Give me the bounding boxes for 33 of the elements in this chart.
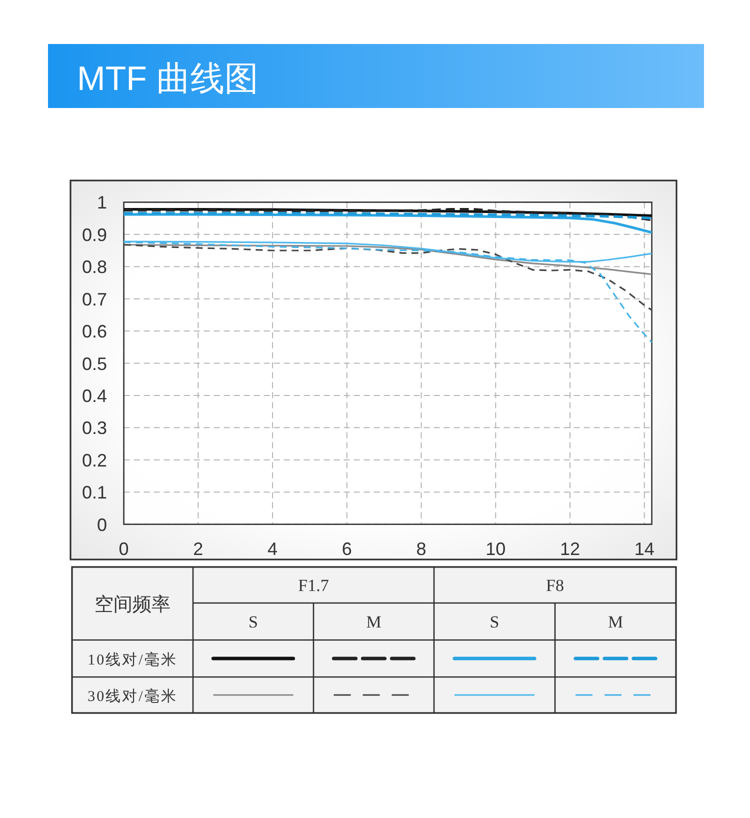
y-tick-label: 0.1 [82, 482, 107, 503]
line-series [122, 208, 654, 222]
x-tick-label: 2 [193, 539, 204, 559]
y-tick-label: 0 [96, 514, 107, 535]
line-series [123, 241, 653, 344]
x-tick-label: 4 [268, 539, 278, 559]
text: 30线对/毫米 [88, 688, 178, 705]
y-tick-label: 0.7 [82, 289, 107, 310]
y-tick-label: 0.4 [82, 386, 107, 406]
x-tick-label: 8 [416, 539, 426, 559]
text: S [490, 612, 500, 632]
x-tick-label: 6 [342, 539, 352, 559]
y-tick-label: 0.2 [82, 450, 107, 470]
text: S [248, 612, 258, 632]
x-tick-label: 0 [118, 539, 129, 559]
y-tick-label: 0.5 [82, 354, 107, 374]
text: 10线对/毫米 [88, 652, 178, 668]
y-tick-label: 0.9 [82, 224, 107, 245]
y-tick-label: 1 [96, 192, 107, 213]
x-tick-label: 14 [634, 539, 654, 559]
x-tick-label: 12 [560, 539, 580, 559]
text: M [608, 612, 624, 632]
x-tick-label: 10 [486, 539, 506, 559]
text: 空间频率 [94, 594, 170, 616]
text: F8 [546, 576, 564, 595]
chart-title: MTF 曲线图 [77, 60, 258, 98]
y-tick-label: 0.6 [82, 322, 107, 342]
line-series [123, 244, 653, 311]
text: F1.7 [298, 576, 330, 595]
y-tick-label: 0.8 [82, 257, 107, 278]
y-tick-label: 0.3 [82, 418, 107, 438]
text: M [366, 612, 382, 632]
line-series [122, 213, 654, 234]
